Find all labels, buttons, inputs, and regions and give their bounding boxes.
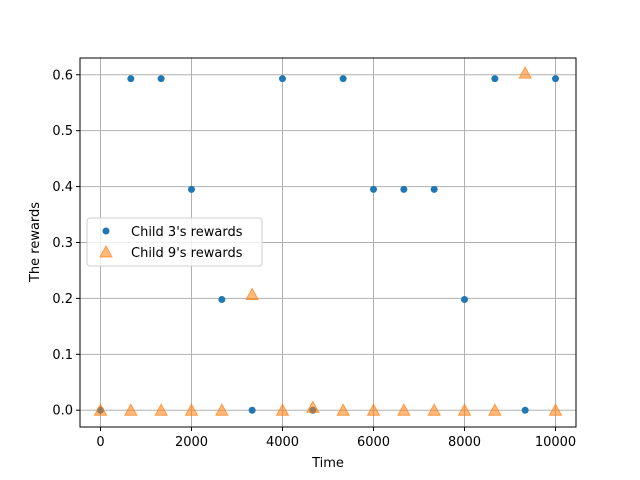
child-9-point [184, 403, 199, 416]
child-3-point [552, 75, 560, 83]
child-3-point [370, 185, 378, 193]
legend: Child 3's rewards Child 9's rewards [86, 217, 263, 267]
child-9-point [397, 403, 411, 416]
legend-label-child-9: Child 9's rewards [131, 246, 243, 261]
legend-marker-child-3 [102, 227, 110, 235]
child-9-point [123, 403, 138, 416]
y-tick-label: 0.4 [52, 180, 73, 195]
y-tick-label: 0.1 [52, 348, 73, 363]
child-3-point [278, 75, 286, 83]
child-9-point [518, 66, 533, 79]
x-tick-label: 2000 [175, 435, 208, 450]
child-3-point [461, 296, 469, 304]
x-tick-label: 4000 [266, 435, 299, 450]
child-9-point [488, 403, 502, 416]
child-3-point [521, 406, 529, 414]
x-tick-label: 0 [96, 435, 104, 450]
child-9-point [336, 403, 350, 416]
child-9-point [214, 403, 229, 416]
child-9-point [154, 403, 168, 416]
child-3-point [127, 75, 135, 83]
y-tick-label: 0.2 [52, 292, 73, 307]
child-9-point [366, 403, 381, 416]
child-3-point [187, 185, 195, 193]
child-9-point [245, 287, 259, 300]
legend-marker-child-9 [99, 244, 113, 258]
child-9-point [548, 403, 563, 416]
child-3-point [430, 185, 438, 193]
child-9-point [275, 403, 290, 416]
child-3-point [491, 75, 499, 83]
data-series [93, 66, 563, 416]
child-3-point [157, 75, 165, 83]
child-3-point [339, 75, 347, 83]
x-tick-label: 10000 [535, 435, 576, 450]
y-tick-label: 0.5 [52, 124, 73, 139]
child-9-point [457, 403, 472, 416]
child-9-point [306, 400, 320, 413]
y-tick-label: 0.6 [52, 68, 73, 83]
x-tick-label: 6000 [357, 435, 390, 450]
axis-ticks: 0 2000 4000 6000 8000 10000 0.0 0.1 0.2 0.3 0.4 0.5… [52, 68, 576, 450]
legend-label-child-3: Child 3's rewards [131, 225, 243, 240]
child-9-point [93, 403, 108, 416]
y-axis-label: The rewards [28, 202, 43, 283]
child-3-point [400, 185, 408, 193]
legend-box [86, 217, 263, 267]
child-3-point [248, 406, 256, 414]
x-tick-label: 8000 [448, 435, 481, 450]
y-tick-label: 0.3 [52, 236, 73, 251]
child-3-point [218, 296, 226, 304]
x-axis-label: Time [311, 456, 344, 471]
y-tick-label: 0.0 [52, 404, 73, 419]
child-9-point [427, 403, 442, 416]
